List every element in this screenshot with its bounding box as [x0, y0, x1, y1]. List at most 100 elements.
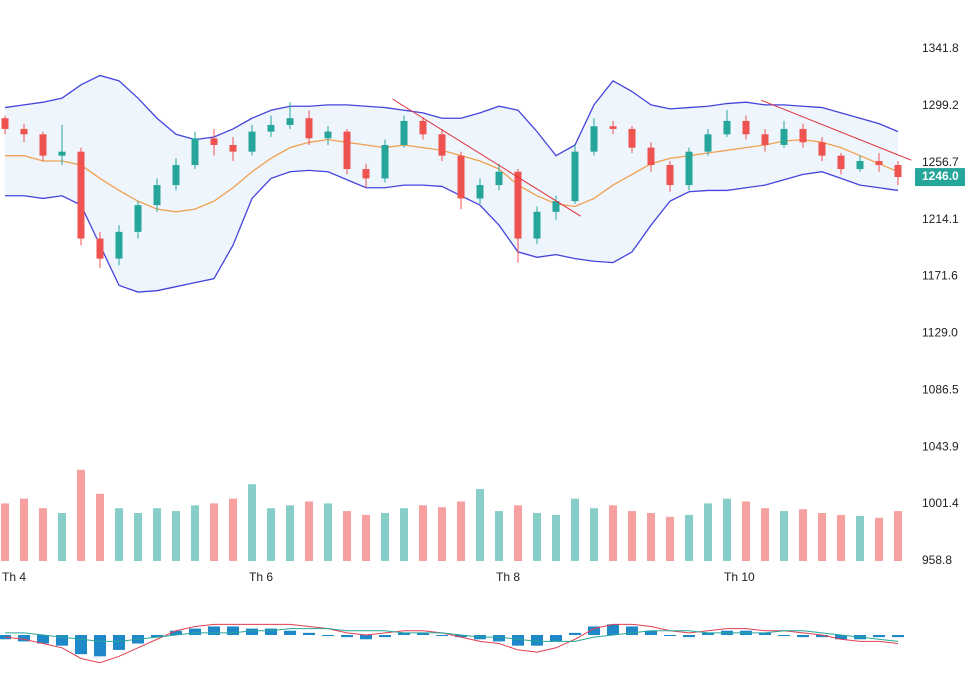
volume-bar — [419, 505, 427, 561]
macd-histogram-bar — [113, 635, 125, 650]
candle-body — [476, 185, 484, 199]
macd-histogram-bar — [284, 630, 296, 635]
candle-body — [438, 134, 446, 156]
volume-bar — [837, 514, 845, 561]
band-fill — [5, 75, 898, 293]
candle-body — [723, 120, 731, 135]
candle-body — [647, 147, 655, 166]
candle-body — [818, 142, 826, 156]
volume-bar — [1, 503, 9, 561]
macd-histogram-bar — [360, 635, 372, 640]
macd-histogram-bar — [417, 632, 429, 635]
macd-histogram-bar — [645, 630, 657, 635]
macd-histogram-bar — [816, 635, 828, 638]
trendline — [392, 98, 581, 217]
candle-body — [210, 138, 218, 145]
x-tick-label: Th 6 — [249, 570, 273, 584]
volume-bar — [533, 513, 541, 561]
signal-line — [5, 628, 899, 642]
volume-bar — [134, 513, 142, 561]
candle-body — [609, 126, 617, 129]
macd-histogram-bar — [151, 635, 163, 638]
y-tick-label: 1341.8 — [922, 41, 959, 55]
volume-bar — [514, 505, 522, 561]
volume-bar — [590, 508, 598, 561]
volume-bar — [647, 513, 655, 561]
macd-histogram-bar — [322, 635, 334, 636]
volume-bar — [894, 511, 902, 561]
volume-bar — [457, 501, 465, 561]
candle-body — [533, 211, 541, 239]
macd-histogram-bar — [664, 635, 676, 636]
volume-bar — [495, 511, 503, 561]
macd-histogram-bar — [797, 635, 809, 638]
candle-body — [761, 134, 769, 145]
volume-bar — [381, 513, 389, 561]
candle-body — [571, 151, 579, 202]
y-tick-label: 1256.7 — [922, 155, 959, 169]
candle-body — [77, 151, 85, 239]
volume-bar — [362, 514, 370, 561]
macd-histogram-bar — [56, 635, 68, 646]
x-tick-label: Th 4 — [2, 570, 26, 584]
y-tick-label: 1214.1 — [922, 212, 959, 226]
volume-bar — [58, 513, 66, 561]
candle-body — [514, 171, 522, 239]
macd-histogram-bar — [75, 635, 87, 655]
band-lower — [5, 169, 899, 293]
last-price-badge — [915, 168, 965, 187]
macd-histogram-bar — [778, 635, 790, 636]
macd-histogram-bar — [702, 632, 714, 635]
volume-bar — [324, 503, 332, 561]
volume-bar — [818, 513, 826, 561]
macd-histogram-bar — [493, 635, 505, 642]
x-tick-label: Th 10 — [724, 570, 755, 584]
volume-bar — [438, 507, 446, 561]
macd-histogram-bar — [626, 626, 638, 635]
y-tick-label: 958.8 — [922, 553, 952, 567]
volume-bar — [666, 516, 674, 561]
macd-histogram-bar — [550, 635, 562, 642]
candle-body — [39, 134, 47, 156]
y-tick-label: 1129.0 — [922, 326, 958, 340]
macd-histogram-bar — [436, 635, 448, 636]
candle-body — [495, 171, 503, 186]
volume-bar — [77, 469, 85, 561]
candle-body — [666, 165, 674, 186]
candle-body — [552, 201, 560, 212]
candle-body — [191, 138, 199, 166]
volume-bar — [191, 505, 199, 561]
volume-bar — [704, 503, 712, 561]
macd-histogram-bar — [379, 635, 391, 638]
macd-histogram-bar — [94, 635, 106, 657]
volume-bar — [20, 498, 28, 561]
macd-histogram-bar — [265, 628, 277, 635]
macd-histogram-bar — [759, 632, 771, 635]
band-upper — [4, 74, 899, 157]
candle-body — [742, 120, 750, 135]
macd-histogram-bar — [18, 635, 30, 642]
candle-body — [837, 155, 845, 170]
band-middle — [5, 138, 899, 213]
volume-bar — [305, 501, 313, 561]
volume-bar — [799, 509, 807, 561]
macd-histogram-bar — [37, 635, 49, 644]
candle-body — [894, 165, 902, 178]
macd-histogram-bar — [569, 632, 581, 635]
volume-bar — [571, 498, 579, 561]
candle-body — [305, 118, 313, 139]
volume-bar — [723, 498, 731, 561]
candle-body — [115, 231, 123, 259]
macd-histogram-bar — [892, 635, 904, 638]
candle-body — [799, 128, 807, 143]
volume-bar — [780, 511, 788, 561]
volume-bar — [39, 508, 47, 561]
candle-body — [343, 131, 351, 170]
macd-histogram-bar — [531, 635, 543, 646]
candle-body — [134, 205, 142, 232]
volume-bar — [875, 517, 883, 561]
candle-body — [20, 128, 28, 135]
candle-body — [875, 161, 883, 166]
macd-histogram-bar — [588, 626, 600, 635]
macd-histogram-bar — [607, 624, 619, 635]
